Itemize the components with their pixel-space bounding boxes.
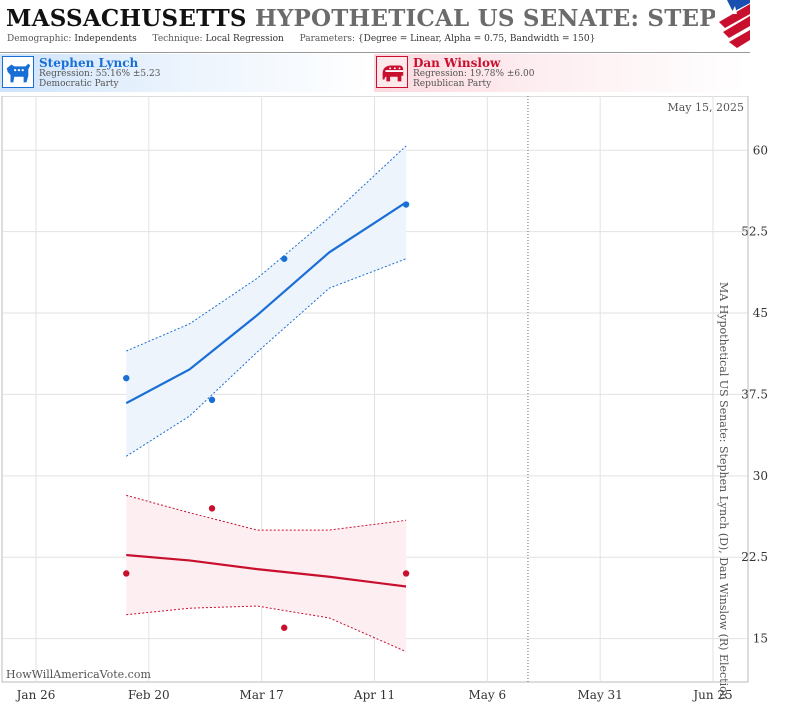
candidate-party: Democratic Party xyxy=(39,79,119,89)
data-point xyxy=(123,570,130,577)
confidence-band xyxy=(126,495,407,652)
lower-bound-line xyxy=(125,258,407,457)
data-point xyxy=(208,396,216,404)
x-tick-label: Jun 25 xyxy=(691,688,732,702)
candidate-regression: Regression: 19.78% ±6.00 xyxy=(413,69,535,79)
y-tick-label: 37.5 xyxy=(741,387,768,401)
upper-bound-line xyxy=(126,145,407,352)
y-tick-label: 52.5 xyxy=(741,225,768,239)
x-tick-label: Jan 26 xyxy=(15,688,56,702)
x-tick-label: May 31 xyxy=(578,688,623,702)
regression-chart: Jan 26 Feb 20 Mar 17 Apr 11 May 6 May 31 Jun 2… xyxy=(0,96,789,704)
chart-canvas: Jan 26 Feb 20 Mar 17 Apr 11 May 6 May 31 Jun 2… xyxy=(1,96,768,702)
elephant-icon xyxy=(376,56,408,88)
data-point xyxy=(281,255,288,262)
candidate-card-winslow: Dan Winslow Regression: 19.78% ±6.00 Rep… xyxy=(374,54,746,92)
chart-title: MASSACHUSETTS HYPOTHETICAL US SENATE: ST… xyxy=(6,5,750,32)
upper-bound-line xyxy=(126,494,407,531)
data-point xyxy=(208,505,216,512)
donkey-icon xyxy=(2,56,34,88)
chart-parameters: Demographic: Independents Technique: Loc… xyxy=(7,34,595,44)
chart-header: MASSACHUSETTS HYPOTHETICAL US SENATE: ST… xyxy=(0,0,750,53)
data-point xyxy=(123,374,130,382)
candidate-name: Dan Winslow xyxy=(413,56,501,70)
watermark: HowWillAmericaVote.com xyxy=(6,668,151,681)
demographic-label: Demographic: xyxy=(7,34,72,44)
title-state: MASSACHUSETTS xyxy=(6,5,247,32)
parameters-value: {Degree = Linear, Alpha = 0.75, Bandwidt… xyxy=(357,34,596,44)
y-tick-label: 22.5 xyxy=(741,550,768,564)
candidate-party: Republican Party xyxy=(413,79,492,89)
trend-line xyxy=(126,553,407,588)
demographic-value: Independents xyxy=(74,34,137,44)
data-point xyxy=(402,570,410,577)
candidate-card-lynch: Stephen Lynch Regression: 55.16% ±5.23 D… xyxy=(0,54,372,92)
vertical-chart-label: MA Hypothetical US Senate: Stephen Lynch… xyxy=(717,282,730,700)
data-point xyxy=(281,624,288,631)
x-tick-label: Mar 17 xyxy=(240,688,284,702)
y-tick-label: 30 xyxy=(753,469,768,483)
x-tick-label: May 6 xyxy=(468,688,506,702)
y-tick-label: 15 xyxy=(753,632,768,646)
candidate-name: Stephen Lynch xyxy=(39,56,139,70)
title-race: HYPOTHETICAL US SENATE: STEPHEN LYNCH xyxy=(254,5,750,32)
date-marker-label: May 15, 2025 xyxy=(667,101,744,114)
y-tick-label: 45 xyxy=(753,306,768,320)
parameters-label: Parameters: xyxy=(299,34,356,44)
confidence-band xyxy=(126,145,407,457)
x-tick-label: Feb 20 xyxy=(128,688,170,702)
trend-line xyxy=(125,201,407,405)
flag-logo-icon xyxy=(715,0,750,52)
data-point xyxy=(402,201,410,208)
lower-bound-line xyxy=(126,605,407,653)
technique-label: Technique: xyxy=(152,34,203,44)
technique-value: Local Regression xyxy=(205,34,284,44)
x-tick-label: Apr 11 xyxy=(353,688,395,702)
candidate-regression: Regression: 55.16% ±5.23 xyxy=(39,69,161,79)
y-tick-label: 60 xyxy=(753,143,768,157)
